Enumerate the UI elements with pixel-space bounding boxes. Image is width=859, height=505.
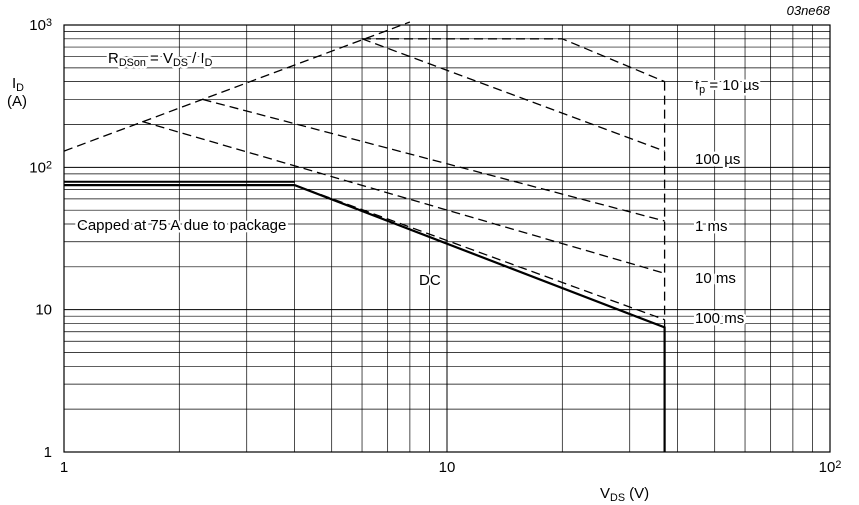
series-line-10-us (362, 38, 665, 83)
y-tick-label: 103 (29, 17, 52, 34)
x-tick-label: 10 (439, 459, 456, 476)
x-axis-title: VDS (V) (600, 485, 649, 504)
plot-frame (63, 24, 831, 453)
labels: 1 10 102 1 10 102 103 VDS (V) ID(A) RDSon = VDS /… (7, 17, 841, 505)
series-line-1-ms (202, 98, 665, 222)
rdson-annotation: RDSon = VDS / ID (108, 50, 213, 69)
y-tick-label: 1 (44, 444, 52, 461)
series-line-100-ms (294, 184, 665, 321)
x-tick-label: 102 (819, 459, 842, 476)
y-axis-title: ID (12, 75, 24, 94)
series-line-10-ms (142, 120, 665, 274)
series-line-100-us (361, 38, 665, 152)
package-cap-annotation: Capped at 75 A due to package (77, 217, 286, 234)
x-tick-label: 1 (60, 459, 68, 476)
series-label-100ms: 100 ms (695, 310, 744, 327)
y-tick-label: 102 (29, 159, 52, 176)
rdson-limit-line (63, 21, 411, 152)
series-label-1ms: 1 ms (695, 218, 728, 235)
series-label-10us: tp = 10 µs (695, 77, 759, 96)
series-label-dc: DC (419, 272, 441, 289)
series-label-100us: 100 µs (695, 151, 740, 168)
curves (63, 21, 666, 452)
figure-id: 03ne68 (787, 3, 831, 18)
y-axis-unit: (A) (7, 93, 27, 110)
grid (64, 25, 830, 452)
y-tick-label: 10 (35, 302, 52, 319)
series-label-10ms: 10 ms (695, 270, 736, 287)
